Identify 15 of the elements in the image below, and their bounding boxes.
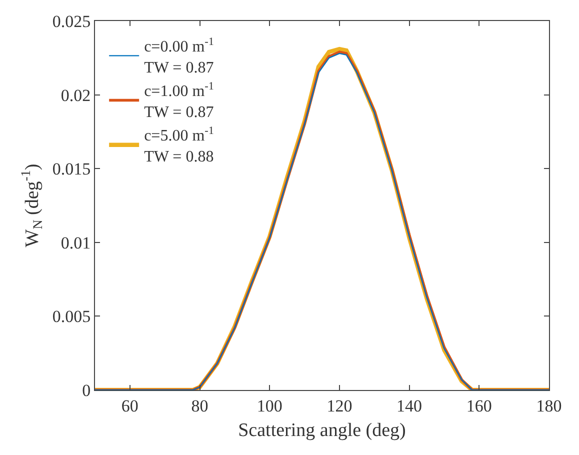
x-axis-title: Scattering angle (deg) [238,420,406,442]
x-tick-label: 160 [466,396,492,416]
y-tick-label: 0.025 [52,12,91,31]
x-tick-label: 120 [326,396,352,416]
x-tick-label: 100 [256,396,282,416]
y-tick-label: 0 [82,380,91,400]
legend-label: c=5.00 m$^{-1}$ TW = 0.88 [144,125,214,166]
x-tick-label: 140 [396,396,422,416]
x-tick-label: 60 [121,396,138,416]
x-tick-label: 180 [536,396,562,416]
y-tick-label: 0.005 [52,307,91,326]
x-tick-label: 80 [191,396,208,416]
y-tick-label: 0.02 [60,86,91,105]
y-tick-label: 0.015 [52,160,91,179]
y-tick-label: 0.01 [60,233,91,252]
